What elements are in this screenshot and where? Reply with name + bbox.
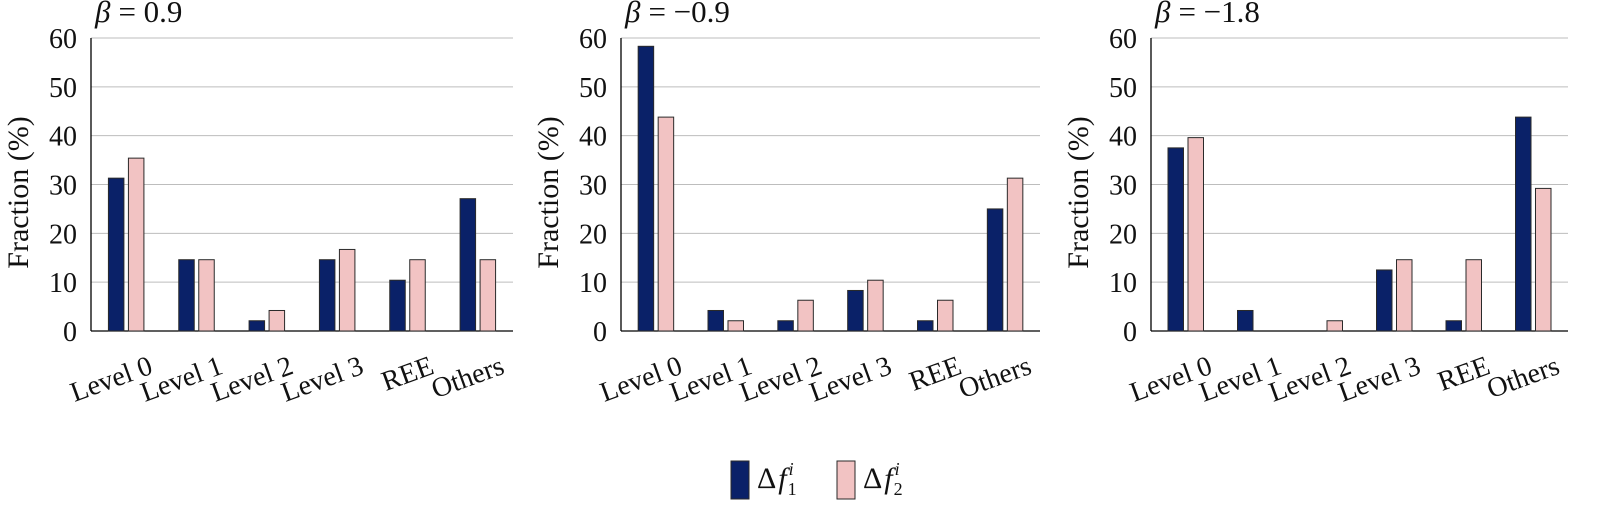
bar-df1-level-1: [707, 309, 724, 332]
y-tick-label: 50: [579, 73, 607, 104]
legend: Δf i 1 Δf i 2: [730, 459, 903, 500]
legend-swatch-df2: [836, 460, 856, 500]
bar-df2-level-0: [1187, 137, 1204, 332]
bar-df2-level-3: [338, 248, 356, 332]
chart-title: β = −1.8: [1154, 0, 1260, 29]
title-beta-symbol: β: [1154, 0, 1171, 29]
y-tick-label: 50: [1109, 73, 1137, 104]
y-tick-label: 20: [49, 219, 77, 250]
y-axis-label: Fraction (%): [2, 116, 35, 268]
x-tick-label: REE: [1434, 350, 1494, 397]
x-tick-label: Level 3: [277, 350, 367, 408]
legend-sup: i: [895, 459, 900, 479]
legend-sub: 2: [894, 479, 903, 499]
title-beta-symbol: β: [94, 0, 111, 29]
bar-df1-level-0: [107, 177, 125, 332]
legend-swatch-df1: [730, 460, 750, 500]
y-tick-label: 60: [579, 24, 607, 55]
bar-df2-ree: [1465, 259, 1482, 332]
legend-symbol: Δ: [863, 462, 882, 495]
y-tick-label: 30: [1109, 171, 1137, 202]
y-tick-label: 60: [49, 24, 77, 55]
legend-sup: i: [789, 459, 794, 479]
y-tick-label: 40: [49, 122, 77, 153]
chart-title: β = 0.9: [94, 0, 182, 29]
y-tick-label: 50: [49, 73, 77, 104]
title-beta-symbol: β: [624, 0, 641, 29]
x-tick-label: REE: [378, 350, 438, 397]
bar-df2-level-3: [867, 279, 884, 332]
bar-df2-level-2: [1326, 320, 1343, 332]
bar-df1-others: [986, 208, 1004, 332]
y-tick-label: 40: [1109, 122, 1137, 153]
title-beta-value: = 0.9: [118, 0, 182, 29]
bar-df2-level-0: [127, 157, 145, 332]
bar-df2-ree: [409, 259, 426, 332]
bar-df2-level-1: [727, 320, 744, 332]
y-tick-label: 30: [49, 171, 77, 202]
title-beta-value: = −0.9: [648, 0, 729, 29]
bar-df2-others: [1535, 187, 1552, 332]
x-tick-label: Others: [1483, 350, 1564, 405]
bar-df2-level-3: [1396, 259, 1413, 332]
y-tick-label: 20: [1109, 219, 1137, 250]
x-tick-label: REE: [905, 350, 965, 397]
y-tick-label: 40: [579, 122, 607, 153]
x-tick-label: Level 3: [806, 350, 896, 408]
bar-df1-level-3: [1376, 269, 1393, 332]
bar-df2-others: [479, 259, 497, 332]
x-tick-label: Others: [955, 350, 1036, 405]
bar-df1-ree: [917, 320, 934, 332]
bar-df2-ree: [937, 299, 954, 332]
bar-df2-level-2: [797, 299, 814, 332]
bar-df1-level-2: [248, 320, 266, 332]
chart-title: β = −0.9: [624, 0, 730, 29]
bar-df1-others: [1515, 116, 1532, 332]
y-tick-label: 0: [1123, 317, 1137, 348]
y-tick-label: 0: [63, 317, 77, 348]
legend-symbol: Δ: [757, 462, 776, 495]
bar-df1-level-3: [847, 289, 864, 332]
y-tick-label: 0: [593, 317, 607, 348]
y-tick-label: 10: [49, 268, 77, 299]
y-tick-label: 30: [579, 171, 607, 202]
y-tick-label: 10: [1109, 268, 1137, 299]
legend-label-df1: Δf i 1: [757, 459, 797, 499]
bar-df1-level-0: [1167, 147, 1184, 332]
bar-df1-level-2: [777, 320, 794, 332]
legend-sub: 1: [788, 479, 797, 499]
bar-df2-level-2: [268, 309, 286, 332]
bar-df1-level-0: [637, 45, 655, 332]
bar-df1-others: [459, 198, 477, 332]
bar-df2-others: [1006, 177, 1024, 332]
y-tick-label: 60: [1109, 24, 1137, 55]
bar-df2-level-0: [657, 116, 675, 332]
bar-df1-ree: [1445, 320, 1462, 332]
bar-df1-level-3: [318, 259, 336, 332]
y-axis-label: Fraction (%): [532, 116, 565, 268]
bar-df1-level-1: [178, 259, 195, 332]
bar-df2-level-1: [198, 259, 215, 332]
x-tick-label: Others: [427, 350, 508, 405]
y-tick-label: 20: [579, 219, 607, 250]
legend-label-df2: Δf i 2: [863, 459, 903, 499]
bar-df1-level-1: [1237, 309, 1254, 332]
x-tick-label: Level 3: [1334, 350, 1424, 408]
title-beta-value: = −1.8: [1178, 0, 1259, 29]
y-axis-label: Fraction (%): [1062, 116, 1095, 268]
bar-df1-ree: [389, 279, 406, 332]
y-tick-label: 10: [579, 268, 607, 299]
